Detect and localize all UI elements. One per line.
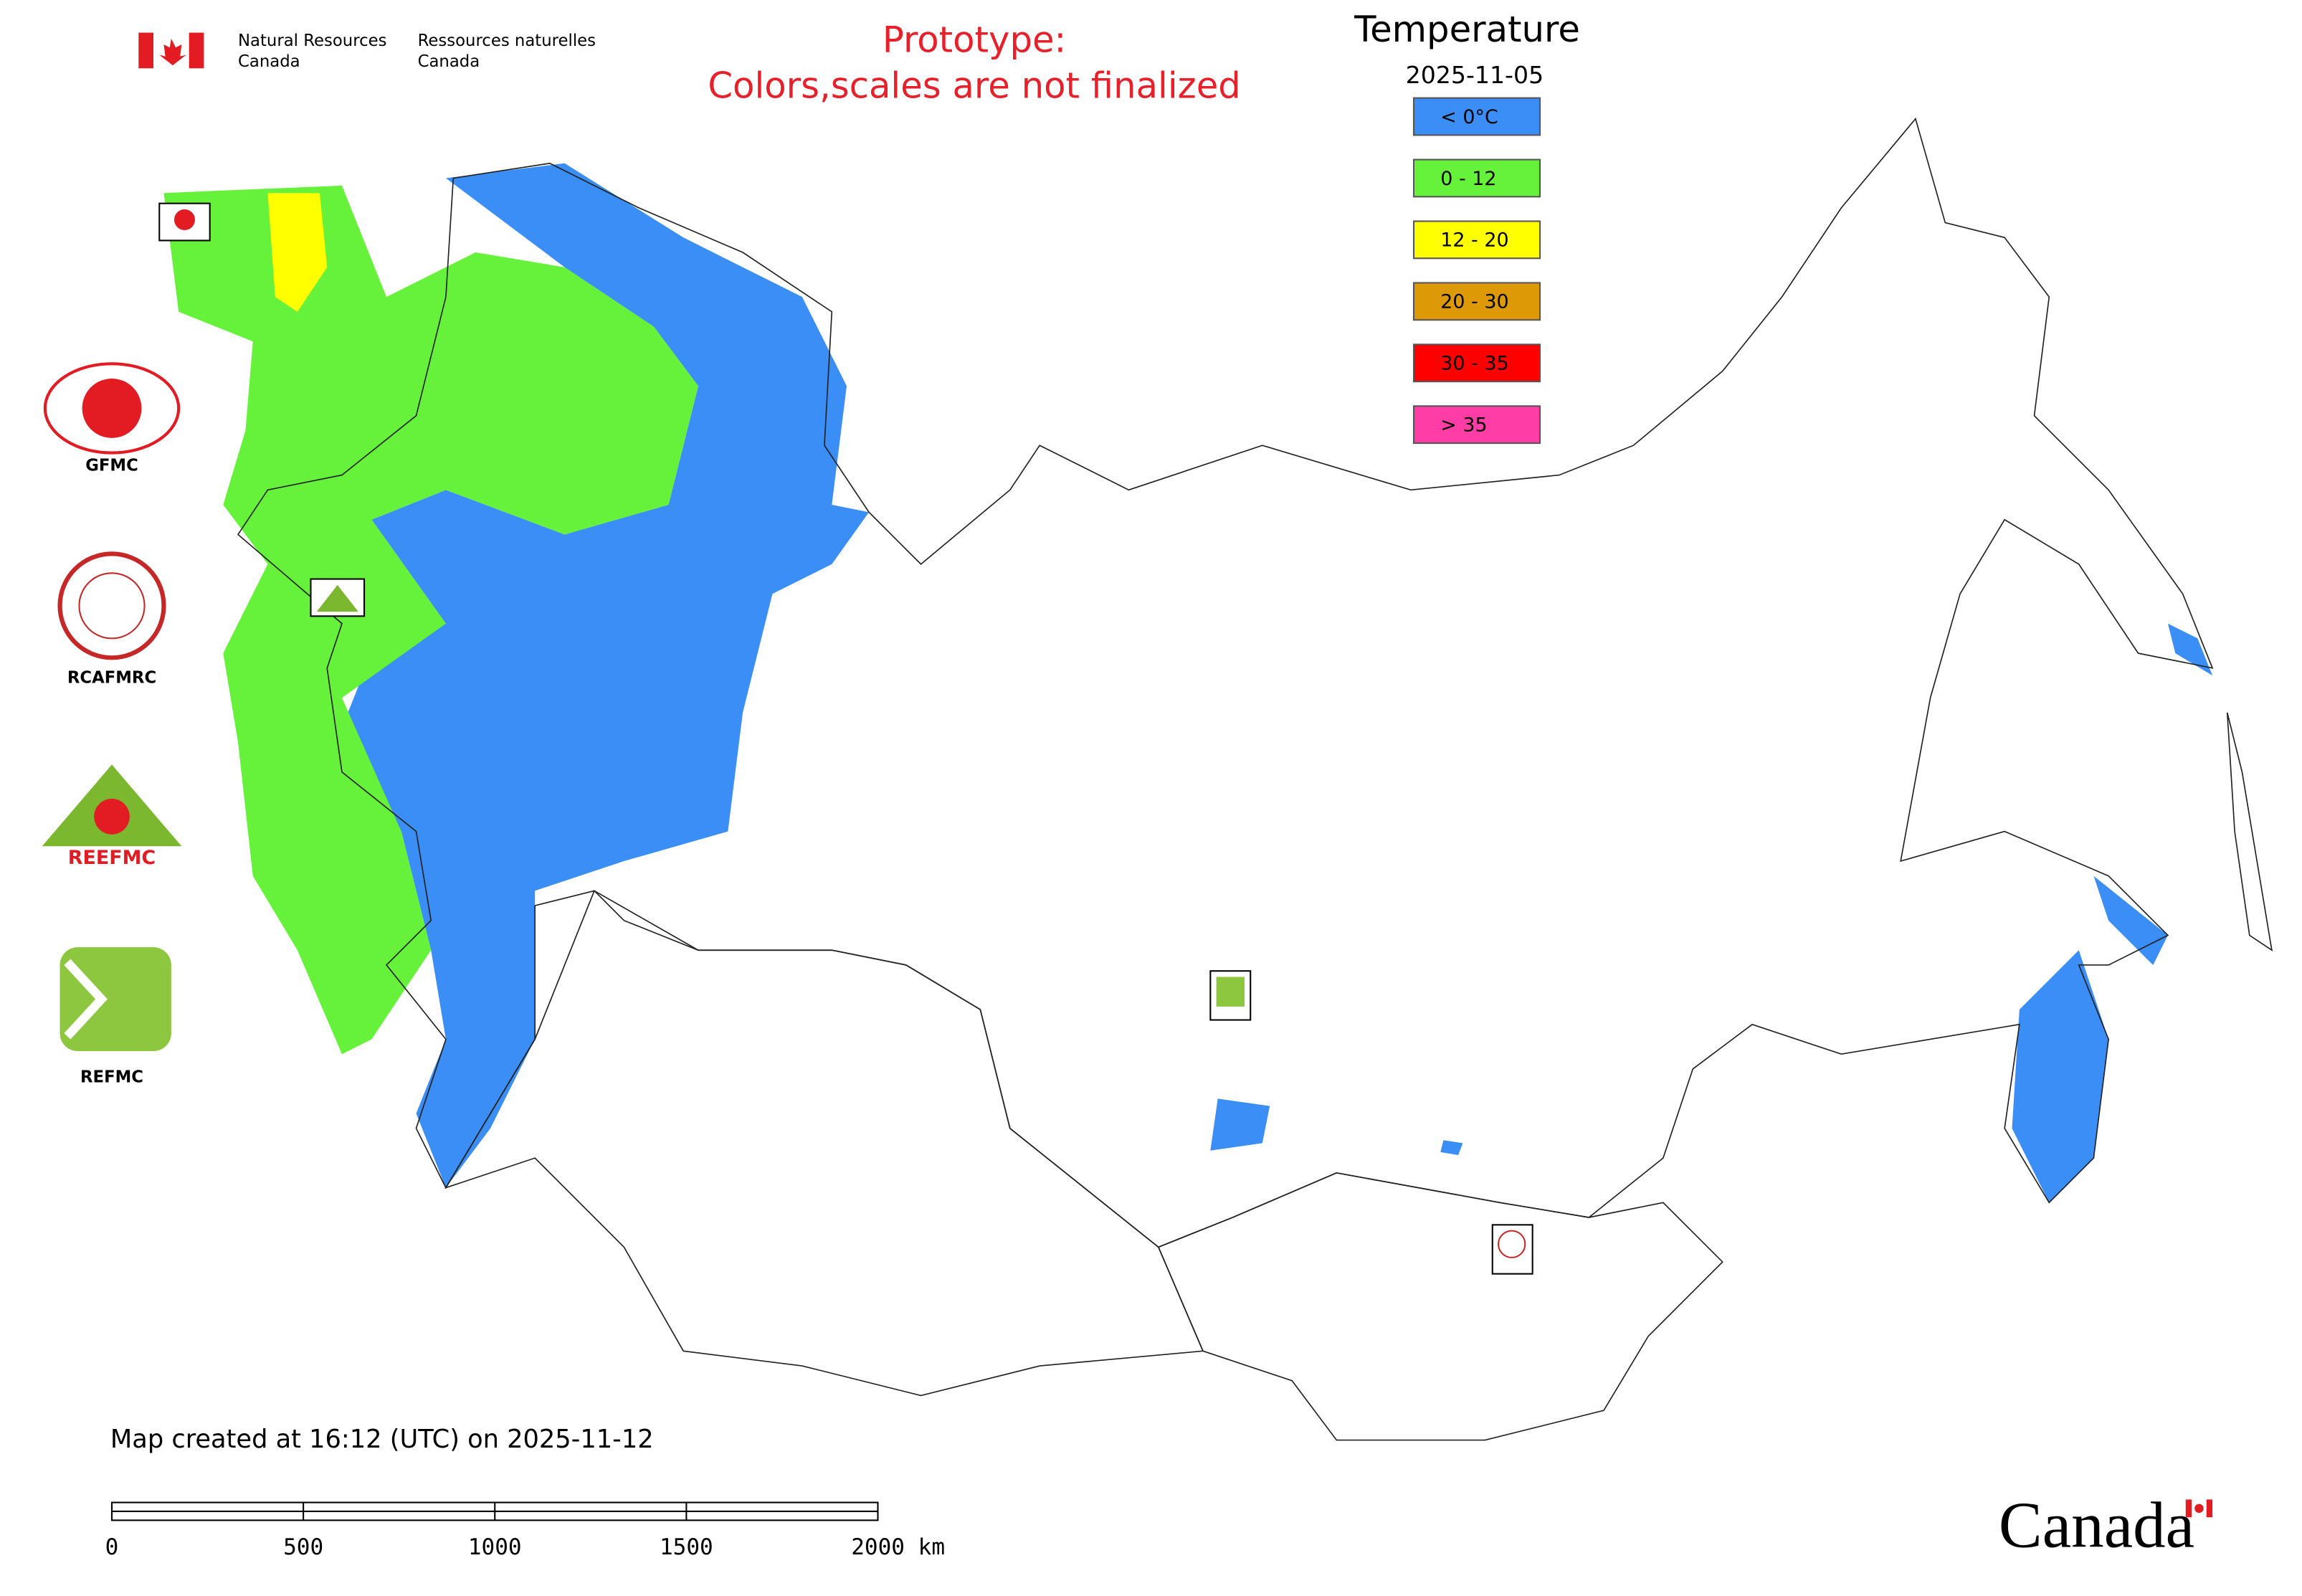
header-en: Natural Resources [238, 32, 386, 50]
legend-swatch [1412, 405, 1541, 445]
legend-swatch [1412, 220, 1541, 260]
legend-swatch [1412, 97, 1541, 136]
legend-label: > 35 [1440, 414, 1487, 437]
logo-label: REFMC [80, 1068, 143, 1087]
legend-title: Temperature [1354, 9, 1580, 50]
logo-label: RCAFMRC [67, 669, 156, 688]
legend: Temperature 2025-11-05 < 0°C 0 - 12 12 - 2… [1354, 9, 1580, 445]
scale-label: 1000 [468, 1534, 522, 1560]
legend-label: 20 - 30 [1440, 291, 1508, 313]
header-en: Canada [238, 52, 300, 71]
logo-mark: REEFMC [68, 847, 156, 869]
legend-date: 2025-11-05 [1406, 61, 1544, 89]
legend-label: < 0°C [1440, 106, 1498, 128]
legend-label: 30 - 35 [1440, 353, 1508, 375]
header-fr: Canada [418, 52, 480, 71]
scale-label: 0 [105, 1534, 119, 1560]
canada-wordmark: Canada [1999, 1489, 2213, 1562]
wordmark: Canada [1999, 1489, 2194, 1562]
legend-swatch [1412, 282, 1541, 321]
legend-swatch [1412, 343, 1541, 383]
legend-label: 0 - 12 [1440, 168, 1496, 190]
legend-swatch [1412, 158, 1541, 198]
header-fr: Ressources naturelles [418, 32, 596, 50]
scale-label: 2000 km [851, 1534, 945, 1560]
legend-label: 12 - 20 [1440, 229, 1508, 252]
logo-label: GFMC [85, 456, 138, 475]
map-layers [163, 117, 2273, 1441]
created-note: Map created at 16:12 (UTC) on 2025-11-12 [110, 1425, 654, 1454]
scale-label: 500 [283, 1534, 323, 1560]
scale-bar: 0 500 1000 1500 2000 km [105, 1501, 945, 1560]
logos: GFMC RCAFMRC REEFMC REFMC [42, 202, 1533, 1275]
nrcan-logo: Natural Resources Canada Ressources natu… [138, 32, 596, 71]
notice: Colors,scales are not finalized [708, 65, 1240, 107]
notice: Prototype: [883, 19, 1066, 60]
scale-label: 1500 [660, 1534, 713, 1560]
